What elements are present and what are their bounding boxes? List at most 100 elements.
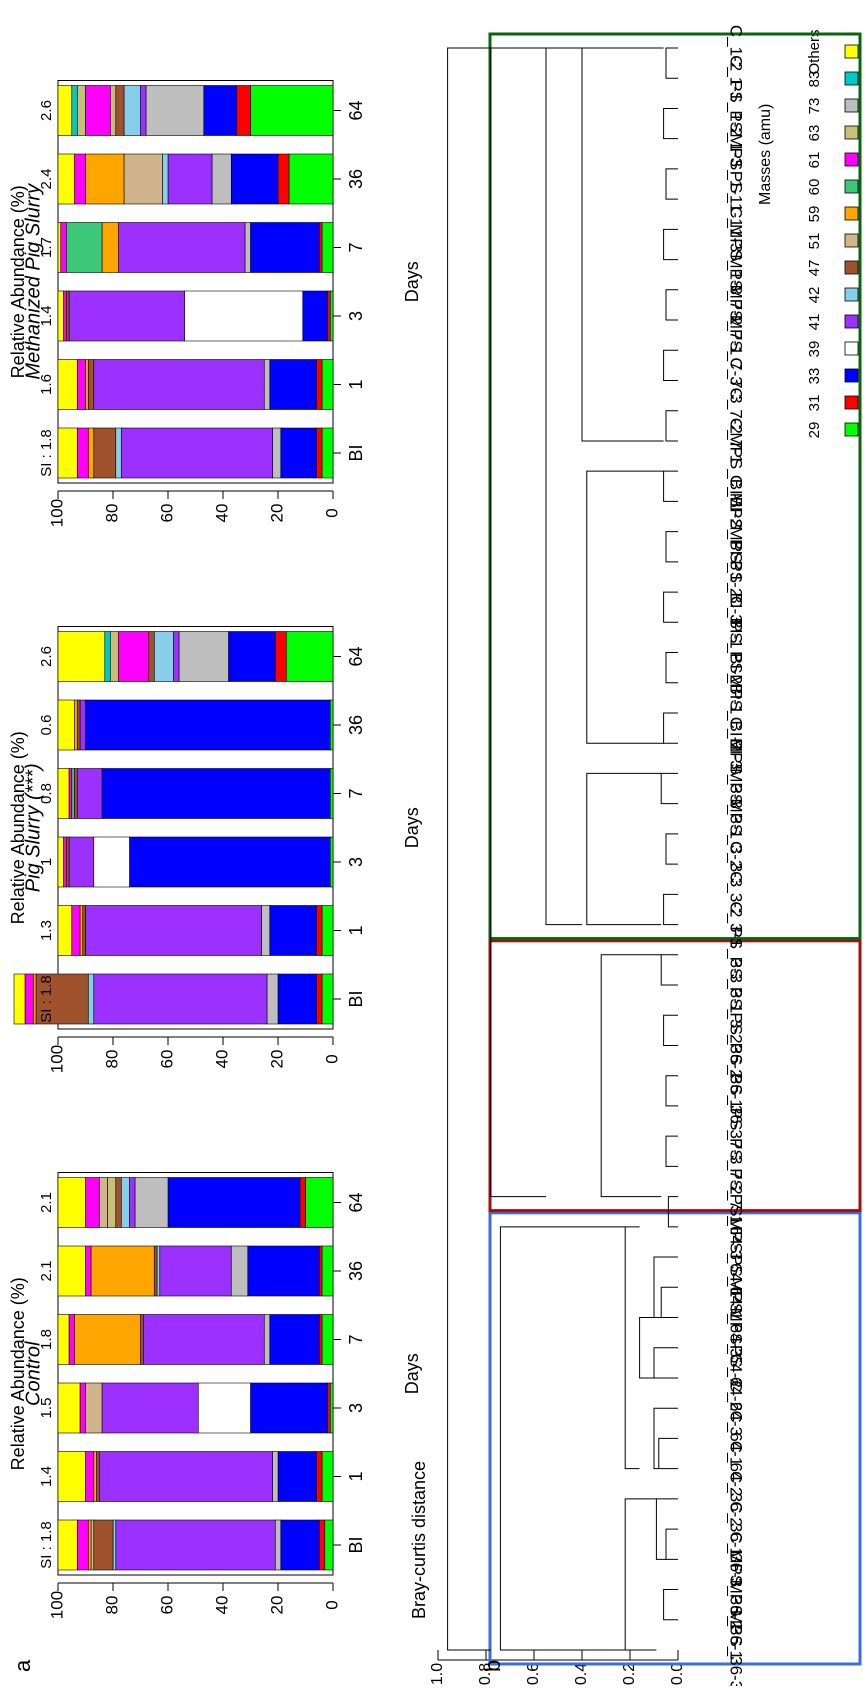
leaf-label: C_BI-3 (727, 717, 746, 770)
dendrogram-link (665, 1135, 678, 1167)
bar-segment (87, 973, 95, 1025)
bar-segment (85, 905, 262, 956)
bar-segment (24, 973, 34, 1025)
day-tick-label: BI (346, 990, 366, 1007)
bar-segment (123, 85, 141, 136)
stacked-bar (57, 85, 334, 136)
value-axis-title: Relative Abundance (%) (8, 185, 28, 378)
distance-tick-label: 0.8 (477, 1663, 494, 1685)
bar-segment (13, 973, 26, 1025)
value-tick-label: 40 (212, 1596, 231, 1615)
dendrogram-link (490, 47, 546, 1198)
legend-swatch (844, 368, 859, 383)
bar-segment (93, 427, 117, 479)
bar-segment (250, 222, 320, 273)
bar-segment (167, 1177, 301, 1228)
si-value: SI : 1.8 (38, 975, 55, 1023)
distance-tick-label: 0.0 (669, 1663, 686, 1685)
legend-swatch (844, 233, 859, 248)
dendrogram-link (663, 228, 678, 261)
dendrogram-link (660, 772, 678, 805)
leaf-label: MPS_64-1 (727, 1217, 746, 1297)
legend-swatch (844, 287, 859, 302)
bar-segment (162, 153, 169, 205)
bar-segment (115, 427, 122, 479)
bar-segment (148, 631, 155, 682)
distance-tick-label: 1.0 (429, 1663, 446, 1685)
stacked-bar (57, 1245, 334, 1297)
leaf-label: MPS_BI-2 (727, 674, 746, 751)
bar-segment (57, 1519, 78, 1571)
bar-segment (327, 290, 331, 342)
day-tick-label: 36 (346, 1261, 366, 1281)
day-tick-label: 7 (346, 1334, 366, 1344)
legend-label: 47 (806, 260, 823, 277)
plot-frame (57, 626, 334, 1030)
bar-segment (280, 1519, 320, 1571)
si-value: 1 (38, 858, 55, 866)
bar-segment (280, 427, 317, 479)
dendrogram-link (653, 1256, 678, 1319)
leaf-label: PS_36-1 (727, 1043, 746, 1109)
dendrogram-link (663, 349, 678, 381)
legend-title: Masses (amu) (757, 104, 774, 205)
leaf-label: C_1-3 (727, 206, 746, 252)
si-value: 1.7 (38, 237, 55, 258)
si-value: 2.1 (38, 1261, 55, 1282)
distance-tick-label: 0.2 (621, 1663, 638, 1685)
dendrogram-link (665, 168, 678, 200)
bar-segment (324, 1519, 334, 1571)
leaf-label: PS_3-1 (727, 957, 746, 1014)
distance-tick-label: 0.6 (525, 1663, 542, 1685)
stacked-bar (13, 973, 334, 1025)
bar-segment (57, 222, 62, 273)
dendrogram-link (663, 893, 678, 926)
leaf-label: PS_36-2 (727, 1012, 746, 1078)
leaf-label: MPS_BI-1 (727, 432, 746, 509)
legend-label: 73 (806, 98, 823, 115)
legend-swatch (844, 314, 859, 329)
bar-segment (57, 1314, 70, 1365)
legend-label: 51 (806, 233, 823, 250)
bar-segment (184, 290, 304, 342)
bar-segment (74, 768, 78, 819)
bar-segment (236, 85, 251, 136)
bar-segment (96, 1451, 100, 1502)
leaf-label: MPS_1-3 (727, 224, 746, 295)
bar-segment (68, 768, 73, 819)
bar-segment (68, 1314, 75, 1365)
bar-segment (65, 222, 103, 273)
bar-segment (32, 973, 37, 1025)
day-tick-label: 36 (346, 169, 366, 189)
dendrogram-link (665, 1075, 678, 1107)
treatment-title: Pig Slurry (***) (22, 763, 44, 892)
leaf-label: PS_BI-3 (727, 560, 746, 623)
value-tick-label: 100 (47, 1045, 66, 1073)
treatment-block: 0 20 40 60 80 100 Relative Abundance (%)Pig Sl… (8, 626, 422, 1073)
bar-segment (93, 1519, 114, 1571)
value-tick-label: 60 (157, 1050, 176, 1069)
bar-segment (203, 85, 238, 136)
dendrogram-link (663, 470, 678, 502)
si-value: 2.6 (38, 646, 55, 667)
bar-segment (272, 1451, 279, 1502)
leaf-label: PS_64-3 (727, 1194, 746, 1260)
legend-swatch (844, 125, 859, 140)
bar-segment (302, 290, 328, 342)
value-tick-label: 100 (47, 1591, 66, 1619)
leaf-label: C_7-1 (727, 418, 746, 464)
leaf-label: PS_1-1 (727, 171, 746, 228)
bar-segment (85, 1382, 103, 1434)
dendrogram-link (667, 1196, 678, 1228)
leaf-label: PS_7-1 (727, 1168, 746, 1225)
bar-segment (57, 631, 106, 682)
bar-segment (118, 222, 246, 273)
bar-segment (299, 1177, 306, 1228)
bar-segment (274, 631, 287, 682)
si-value: 2.4 (38, 169, 55, 190)
bar-segment (85, 1177, 100, 1228)
value-tick-label: 0 (322, 1600, 341, 1609)
bar-segment (274, 1519, 282, 1571)
day-tick-label: BI (346, 1536, 366, 1553)
distance-axis-title: Bray-curtis distance (409, 1461, 429, 1619)
